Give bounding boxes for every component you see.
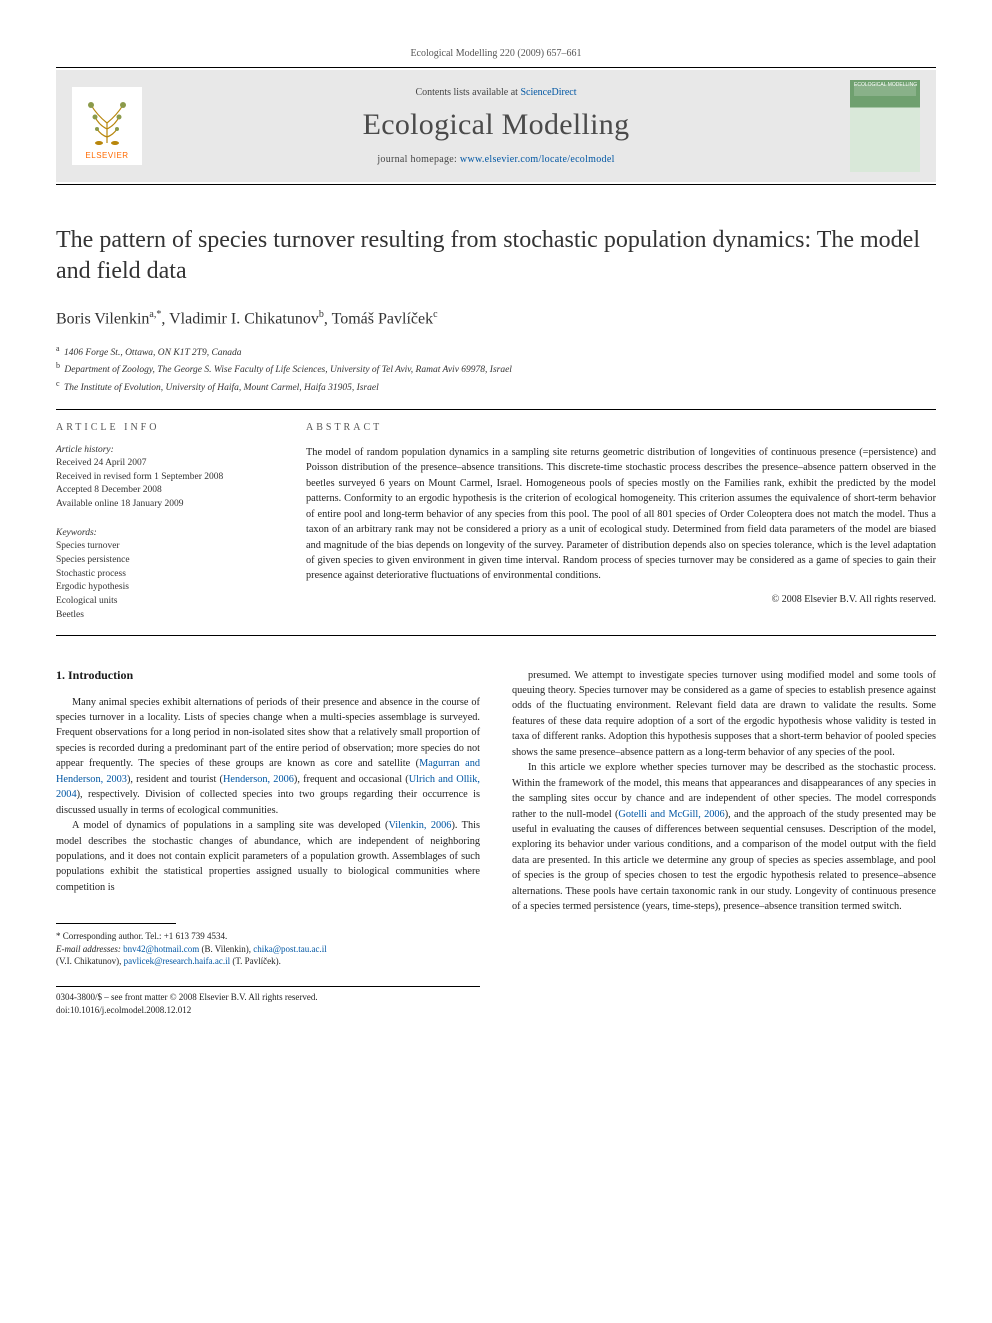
history-item: Received 24 April 2007: [56, 457, 266, 471]
journal-cover-thumb: ECOLOGICAL MODELLING: [850, 80, 920, 172]
keyword-item: Species persistence: [56, 554, 266, 568]
citation-ref[interactable]: Gotelli and McGill, 2006: [618, 809, 724, 820]
section-1-num: 1.: [56, 668, 65, 682]
affiliation-line: c The Institute of Evolution, University…: [56, 378, 936, 395]
email-link[interactable]: pavlicek@research.haifa.ac.il: [124, 956, 230, 966]
elsevier-wordmark: ELSEVIER: [85, 151, 128, 160]
author-sup: a,*: [149, 309, 161, 320]
author-list: Boris Vilenkina,*, Vladimir I. Chikatuno…: [56, 309, 936, 328]
right-column: presumed. We attempt to investigate spec…: [512, 668, 936, 1017]
author-sup: c: [433, 309, 437, 320]
cover-label: ECOLOGICAL MODELLING: [854, 82, 917, 88]
email-who: (V.I. Chikatunov),: [56, 956, 121, 966]
history-item: Available online 18 January 2009: [56, 498, 266, 512]
journal-homepage-line: journal homepage: www.elsevier.com/locat…: [158, 154, 834, 165]
author-name: Vladimir I. Chikatunov: [169, 311, 319, 328]
abstract-copyright: © 2008 Elsevier B.V. All rights reserved…: [306, 594, 936, 605]
info-bottom-rule: [56, 635, 936, 636]
keyword-item: Beetles: [56, 609, 266, 623]
email-link[interactable]: chika@post.tau.ac.il: [253, 944, 327, 954]
info-top-rule: [56, 409, 936, 410]
keyword-item: Stochastic process: [56, 568, 266, 582]
email-who: (B. Vilenkin),: [201, 944, 251, 954]
footer-rule: [56, 986, 480, 987]
section-1-title: Introduction: [68, 668, 133, 682]
author-name: Boris Vilenkin: [56, 311, 149, 328]
contents-prefix: Contents lists available at: [415, 87, 520, 98]
keyword-item: Ergodic hypothesis: [56, 581, 266, 595]
author-sup: b: [319, 309, 324, 320]
abstract-text: The model of random population dynamics …: [306, 445, 936, 584]
header-top-rule: [56, 67, 936, 68]
body-paragraph: presumed. We attempt to investigate spec…: [512, 668, 936, 761]
keyword-item: Species turnover: [56, 540, 266, 554]
history-head: Article history:: [56, 445, 266, 455]
sciencedirect-link[interactable]: ScienceDirect: [520, 87, 576, 98]
email-who: (T. Pavlíček).: [232, 956, 281, 966]
author-name: Tomáš Pavlíček: [332, 311, 434, 328]
keyword-item: Ecological units: [56, 595, 266, 609]
left-column: 1. Introduction Many animal species exhi…: [56, 668, 480, 1017]
affiliation-line: a 1406 Forge St., Ottawa, ON K1T 2T9, Ca…: [56, 343, 936, 360]
footnote-rule: [56, 923, 176, 924]
footer-issn: 0304-3800/$ – see front matter © 2008 El…: [56, 991, 480, 1004]
section-1-heading: 1. Introduction: [56, 668, 480, 683]
journal-header-band: ELSEVIER Contents lists available at Sci…: [56, 70, 936, 182]
body-paragraph: A model of dynamics of populations in a …: [56, 818, 480, 895]
journal-homepage-link[interactable]: www.elsevier.com/locate/ecolmodel: [460, 154, 615, 165]
header-citation: Ecological Modelling 220 (2009) 657–661: [56, 48, 936, 59]
citation-ref[interactable]: Henderson, 2006: [223, 774, 294, 785]
elsevier-tree-icon: [77, 93, 137, 149]
elsevier-logo: ELSEVIER: [72, 87, 142, 165]
contents-line: Contents lists available at ScienceDirec…: [158, 87, 834, 98]
article-title: The pattern of species turnover resultin…: [56, 225, 936, 287]
affiliation-line: b Department of Zoology, The George S. W…: [56, 360, 936, 377]
journal-title: Ecological Modelling: [158, 108, 834, 142]
affiliations: a 1406 Forge St., Ottawa, ON K1T 2T9, Ca…: [56, 343, 936, 395]
abstract-head: abstract: [306, 422, 936, 433]
history-item: Accepted 8 December 2008: [56, 484, 266, 498]
citation-ref[interactable]: Vilenkin, 2006: [388, 820, 451, 831]
history-item: Received in revised form 1 September 200…: [56, 471, 266, 485]
corresponding-author-note: * Corresponding author. Tel.: +1 613 739…: [56, 930, 480, 943]
homepage-prefix: journal homepage:: [377, 154, 460, 165]
footer-doi: doi:10.1016/j.ecolmodel.2008.12.012: [56, 1004, 480, 1017]
email-label: E-mail addresses:: [56, 944, 121, 954]
email-link[interactable]: bnv42@hotmail.com: [123, 944, 199, 954]
keywords-head: Keywords:: [56, 528, 266, 538]
email-addresses: E-mail addresses: bnv42@hotmail.com (B. …: [56, 943, 480, 968]
body-paragraph: Many animal species exhibit alternations…: [56, 695, 480, 819]
body-paragraph: In this article we explore whether speci…: [512, 760, 936, 914]
article-info-head: article info: [56, 422, 266, 433]
header-bottom-rule: [56, 184, 936, 185]
